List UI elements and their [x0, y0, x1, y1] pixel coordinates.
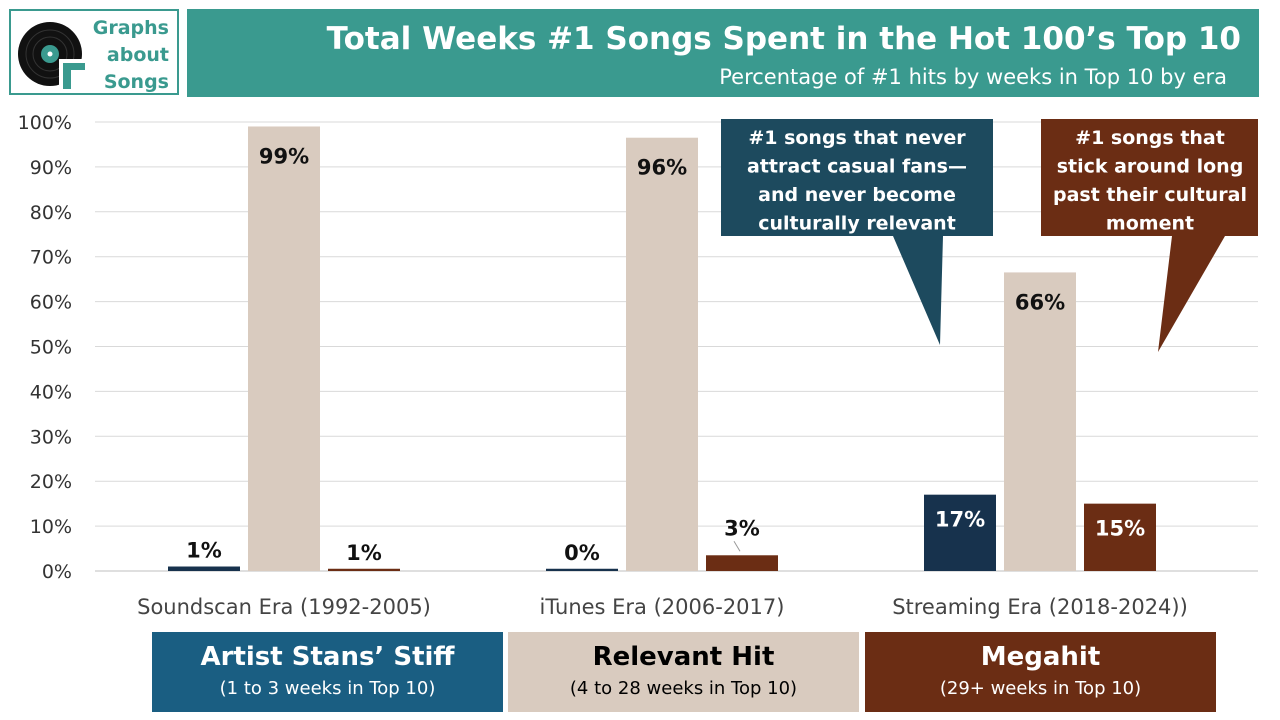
bar: [626, 137, 698, 571]
data-label: 17%: [935, 508, 985, 532]
chart-title: Total Weeks #1 Songs Spent in the Hot 10…: [326, 21, 1241, 57]
x-category-label: Soundscan Era (1992-2005): [137, 595, 431, 619]
logo: Graphs about Songs: [9, 9, 179, 95]
data-label: 3%: [724, 516, 760, 540]
logo-line: about: [106, 44, 169, 66]
legend-subtitle: (4 to 28 weeks in Top 10): [569, 678, 798, 699]
data-label: 66%: [1015, 290, 1065, 314]
chart-subtitle: Percentage of #1 hits by weeks in Top 10…: [719, 65, 1227, 89]
callout-line: moment: [1106, 213, 1194, 235]
callout-line: stick around long: [1057, 156, 1244, 178]
legend-title: Relevant Hit: [592, 642, 775, 672]
callout-box: [721, 119, 993, 345]
callout-line: and never become: [758, 184, 956, 206]
bar: [924, 494, 996, 571]
data-label: 99%: [259, 144, 309, 168]
data-label: 1%: [346, 541, 382, 565]
bar: [168, 566, 240, 571]
bar: [1084, 503, 1156, 571]
data-label: 1%: [186, 539, 222, 563]
y-tick-label: 0%: [42, 561, 72, 583]
x-category-label: iTunes Era (2006-2017): [540, 595, 785, 619]
y-tick-label: 60%: [30, 292, 72, 314]
bar: [248, 126, 320, 572]
x-category-label: Streaming Era (2018-2024)): [892, 595, 1188, 619]
logo-line: Songs: [103, 71, 169, 93]
y-tick-label: 70%: [30, 247, 72, 269]
legend-megahit: Megahit (29+ weeks in Top 10): [865, 632, 1216, 712]
data-label-leader: [733, 541, 741, 552]
callout-box: [1041, 119, 1258, 352]
title-banner: Total Weeks #1 Songs Spent in the Hot 10…: [187, 9, 1259, 97]
legend-title: Artist Stans’ Stiff: [200, 642, 455, 672]
legend-title: Megahit: [980, 642, 1101, 672]
data-label: 96%: [637, 156, 687, 180]
y-tick-label: 30%: [30, 426, 72, 448]
bar-chart: 0% 10% 20% 30% 40% 50% 60% 70% 80% 90% 100% 1% 0% 17%…: [18, 112, 1258, 619]
logo-text: Graphs about Songs: [93, 15, 169, 96]
bar: [328, 568, 400, 571]
y-tick-label: 90%: [30, 157, 72, 179]
callout-line: #1 songs that: [1075, 127, 1225, 149]
legend-relevant-hit: Relevant Hit (4 to 28 weeks in Top 10): [508, 632, 859, 712]
y-tick-label: 100%: [18, 112, 72, 134]
logo-line: Graphs: [92, 17, 169, 39]
data-label: 15%: [1095, 517, 1145, 541]
y-tick-label: 80%: [30, 202, 72, 224]
vinyl-record-icon: [18, 22, 87, 89]
y-tick-label: 50%: [30, 337, 72, 359]
bar: [1004, 272, 1076, 571]
bar: [706, 555, 778, 571]
legend-stans-stiff: Artist Stans’ Stiff (1 to 3 weeks in Top…: [152, 632, 503, 712]
legend-subtitle: (1 to 3 weeks in Top 10): [219, 678, 436, 699]
bar: [546, 568, 618, 571]
callout-line: attract casual fans—: [747, 156, 967, 178]
callout-line: culturally relevant: [758, 213, 956, 235]
y-tick-label: 20%: [30, 471, 72, 493]
callout-line: past their cultural: [1053, 184, 1247, 206]
legend-subtitle: (29+ weeks in Top 10): [939, 678, 1142, 699]
callout-line: #1 songs that never: [748, 127, 966, 149]
data-label: 0%: [564, 541, 600, 565]
y-tick-label: 40%: [30, 381, 72, 403]
y-tick-label: 10%: [30, 516, 72, 538]
